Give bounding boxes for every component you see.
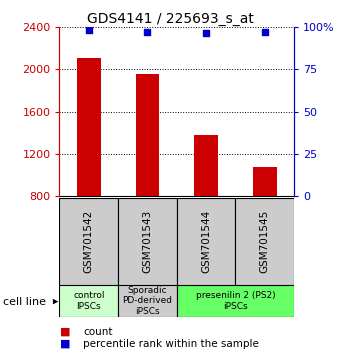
Text: GSM701542: GSM701542 xyxy=(84,210,94,273)
Point xyxy=(262,29,268,34)
Bar xyxy=(118,198,177,285)
Bar xyxy=(59,198,118,285)
Bar xyxy=(59,285,118,317)
Text: GSM701545: GSM701545 xyxy=(260,210,270,273)
Text: ■: ■ xyxy=(59,339,70,349)
Text: GDS4141 / 225693_s_at: GDS4141 / 225693_s_at xyxy=(87,12,253,27)
Text: GSM701543: GSM701543 xyxy=(142,210,152,273)
Text: cell line: cell line xyxy=(3,297,46,307)
Bar xyxy=(194,135,218,196)
Text: count: count xyxy=(83,327,113,337)
Bar xyxy=(177,285,294,317)
Text: GSM701544: GSM701544 xyxy=(201,210,211,273)
Bar xyxy=(235,198,294,285)
Bar xyxy=(118,285,177,317)
Text: presenilin 2 (PS2)
iPSCs: presenilin 2 (PS2) iPSCs xyxy=(195,291,275,310)
Text: control
IPSCs: control IPSCs xyxy=(73,291,105,310)
Text: percentile rank within the sample: percentile rank within the sample xyxy=(83,339,259,349)
Text: Sporadic
PD-derived
iPSCs: Sporadic PD-derived iPSCs xyxy=(122,286,172,316)
Bar xyxy=(136,74,159,196)
Point xyxy=(145,29,150,34)
Point xyxy=(86,27,91,33)
Bar xyxy=(253,167,276,196)
Bar xyxy=(77,58,101,196)
Text: ■: ■ xyxy=(59,327,70,337)
Bar xyxy=(177,198,235,285)
Point xyxy=(203,30,209,36)
